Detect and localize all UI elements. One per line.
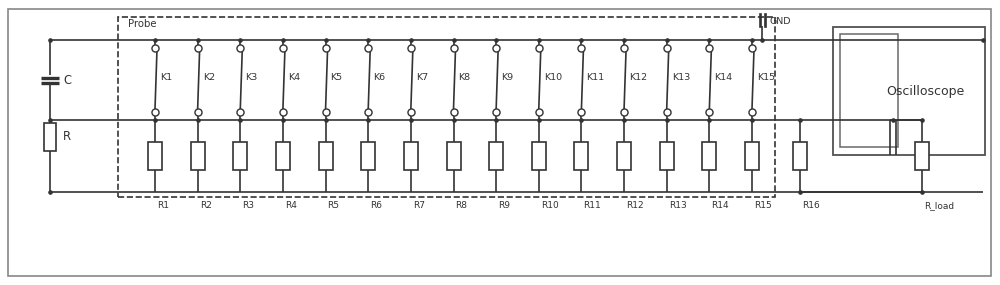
Text: R16: R16 xyxy=(802,201,820,210)
Text: Probe: Probe xyxy=(128,19,156,29)
Text: R5: R5 xyxy=(328,201,340,210)
Bar xyxy=(191,142,205,170)
Text: K14: K14 xyxy=(714,74,732,82)
Text: K10: K10 xyxy=(544,74,562,82)
Bar xyxy=(660,142,674,170)
Text: C: C xyxy=(63,74,71,87)
Bar xyxy=(840,34,898,147)
Text: R10: R10 xyxy=(541,201,559,210)
Text: R: R xyxy=(63,131,71,144)
Text: R1: R1 xyxy=(157,201,169,210)
Text: R15: R15 xyxy=(754,201,772,210)
Bar xyxy=(489,142,503,170)
Text: R6: R6 xyxy=(370,201,382,210)
Bar xyxy=(532,142,546,170)
Text: R_load: R_load xyxy=(924,201,954,210)
Text: K7: K7 xyxy=(416,74,428,82)
Text: K13: K13 xyxy=(672,74,690,82)
Bar xyxy=(702,142,716,170)
Bar xyxy=(233,142,247,170)
Text: Oscilloscope: Oscilloscope xyxy=(886,84,964,97)
Bar xyxy=(319,142,333,170)
Bar xyxy=(745,142,759,170)
Bar xyxy=(361,142,375,170)
Text: K5: K5 xyxy=(331,74,343,82)
Text: K9: K9 xyxy=(501,74,513,82)
Bar xyxy=(574,142,588,170)
Text: K12: K12 xyxy=(629,74,647,82)
Bar xyxy=(276,142,290,170)
Bar xyxy=(44,123,56,151)
Text: K6: K6 xyxy=(373,74,385,82)
Text: R7: R7 xyxy=(413,201,425,210)
Text: K15: K15 xyxy=(757,74,775,82)
Bar xyxy=(148,142,162,170)
Text: R11: R11 xyxy=(583,201,601,210)
Text: R12: R12 xyxy=(626,201,644,210)
Text: K11: K11 xyxy=(586,74,605,82)
Bar xyxy=(404,142,418,170)
Text: K2: K2 xyxy=(203,74,215,82)
Text: R2: R2 xyxy=(200,201,212,210)
Text: R3: R3 xyxy=(242,201,254,210)
Text: R8: R8 xyxy=(456,201,468,210)
Text: K1: K1 xyxy=(160,74,172,82)
Bar xyxy=(915,142,929,170)
Text: R14: R14 xyxy=(711,201,729,210)
Bar xyxy=(118,17,775,197)
Text: R13: R13 xyxy=(669,201,686,210)
Text: K4: K4 xyxy=(288,74,300,82)
Bar xyxy=(617,142,631,170)
Bar xyxy=(833,27,985,155)
Text: K8: K8 xyxy=(458,74,471,82)
Text: R4: R4 xyxy=(285,201,297,210)
Text: R9: R9 xyxy=(498,201,510,210)
Text: GND: GND xyxy=(769,17,790,25)
Bar xyxy=(446,142,460,170)
Bar xyxy=(793,142,807,170)
Text: K3: K3 xyxy=(245,74,258,82)
